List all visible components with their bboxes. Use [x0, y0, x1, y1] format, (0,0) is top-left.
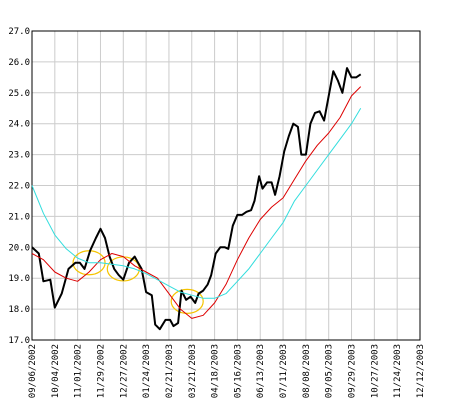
- series-layer: [31, 67, 362, 331]
- y-tick-label: 22.0: [8, 182, 30, 192]
- y-tick-label: 25.0: [8, 89, 30, 99]
- y-axis: 17.0 18.0 19.0 20.0 21.0 22.0 23.0 24.0 25.0 26.0…: [8, 27, 30, 346]
- x-tick-label: 04/18/2003: [211, 344, 221, 398]
- plot-frame: [31, 30, 421, 341]
- y-tick-label: 20.0: [8, 243, 30, 253]
- x-tick-label: 05/16/2003: [233, 344, 243, 398]
- x-axis: 09/06/2002 10/04/2002 11/01/2002 11/29/2002…: [28, 344, 426, 398]
- x-tick-label: 12/12/2003: [416, 344, 426, 398]
- y-tick-label: 18.0: [8, 305, 30, 315]
- series-line-long_ma: [31, 108, 362, 299]
- x-tick-label: 11/29/2002: [96, 344, 106, 398]
- y-tick-label: 23.0: [8, 151, 30, 161]
- y-tick-label: 27.0: [8, 27, 30, 37]
- x-tick-label: 11/24/2003: [393, 344, 403, 398]
- x-tick-label: 07/11/2003: [279, 344, 289, 398]
- plot-border: [31, 30, 421, 341]
- x-tick-label: 12/27/2002: [119, 344, 129, 398]
- x-tick-label: 02/21/2003: [165, 344, 175, 398]
- highlight-layer: [72, 250, 204, 314]
- y-tick-label: 26.0: [8, 58, 30, 68]
- y-tick-label: 19.0: [8, 274, 30, 284]
- x-tick-label: 11/01/2002: [74, 344, 84, 398]
- series-line-short_ma: [31, 86, 362, 319]
- y-tick-label: 17.0: [8, 336, 30, 346]
- x-tick-label: 01/24/2003: [142, 344, 152, 398]
- y-tick-label: 24.0: [8, 120, 30, 130]
- x-tick-label: 06/13/2003: [256, 344, 266, 398]
- x-tick-label: 09/05/2003: [325, 344, 335, 398]
- y-tick-label: 21.0: [8, 212, 30, 222]
- x-tick-label: 08/08/2003: [302, 344, 312, 398]
- x-tick-label: 10/04/2002: [51, 344, 61, 398]
- x-tick-label: 09/29/2003: [348, 344, 358, 398]
- x-tick-label: 10/27/2003: [370, 344, 380, 398]
- series-line-price: [31, 67, 362, 331]
- crossover-highlight-3: [170, 288, 204, 314]
- x-tick-label: 03/21/2003: [188, 344, 198, 398]
- x-tick-label: 09/06/2002: [28, 344, 38, 398]
